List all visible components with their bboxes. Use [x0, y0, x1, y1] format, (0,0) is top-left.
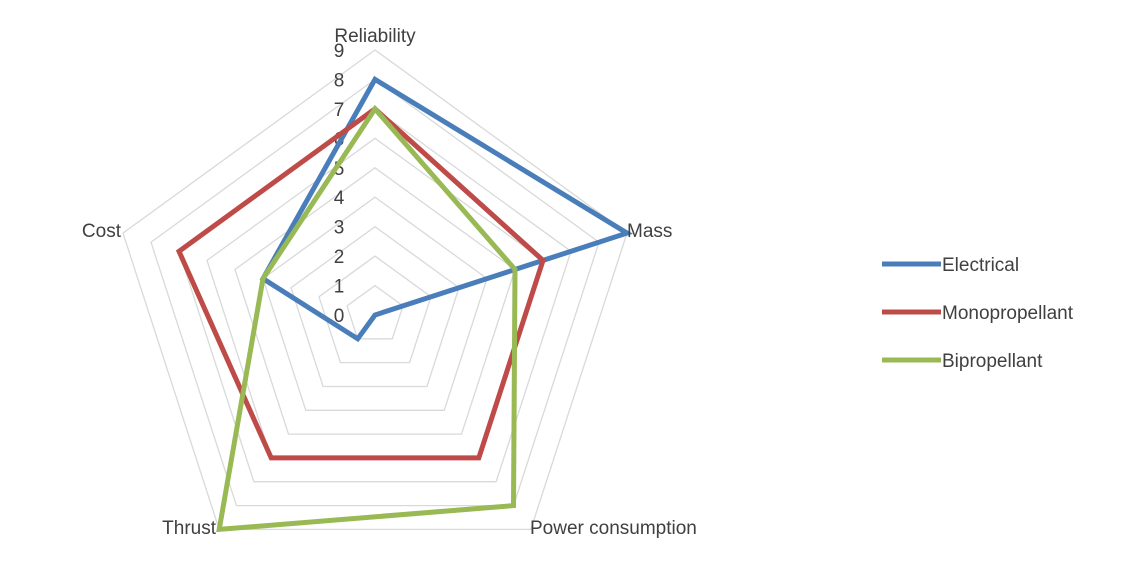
legend-label-electrical: Electrical — [942, 255, 1019, 276]
tick-label: 3 — [334, 218, 345, 239]
grid-ring-9 — [122, 49, 628, 531]
grid-ring-8 — [150, 78, 600, 507]
axis-label: Mass — [627, 221, 672, 242]
axis-label: Power consumption — [530, 518, 697, 539]
legend: Electrical Monopropellant Bipropellant — [882, 255, 1074, 372]
series-electrical-line — [259, 75, 633, 343]
radar-series — [175, 75, 633, 533]
grid-ring-4 — [262, 196, 488, 411]
tick-label: 2 — [334, 247, 345, 268]
axis-label: Reliability — [334, 26, 416, 47]
legend-label-bipropellant: Bipropellant — [942, 351, 1043, 372]
axis-labels: Reliability Mass Power consumption Thrust Co… — [82, 26, 697, 539]
tick-label: 8 — [334, 70, 345, 91]
tick-label: 5 — [334, 159, 345, 180]
axis-label: Thrust — [162, 518, 217, 539]
tick-label: 0 — [334, 306, 345, 327]
tick-label: 7 — [334, 100, 345, 121]
grid-ring-2 — [318, 255, 432, 364]
series-bipropellant-line — [216, 104, 518, 533]
legend-label-monopropellant: Monopropellant — [942, 303, 1074, 324]
grid-ring-3 — [290, 225, 460, 388]
grid-ring-1 — [346, 284, 404, 340]
series-monopropellant-line — [175, 105, 546, 461]
grid-ring-5 — [234, 166, 516, 435]
tick-label: 4 — [334, 188, 345, 209]
tick-label: 1 — [334, 277, 345, 298]
axis-label: Cost — [82, 221, 122, 242]
tick-label: 9 — [334, 41, 345, 62]
